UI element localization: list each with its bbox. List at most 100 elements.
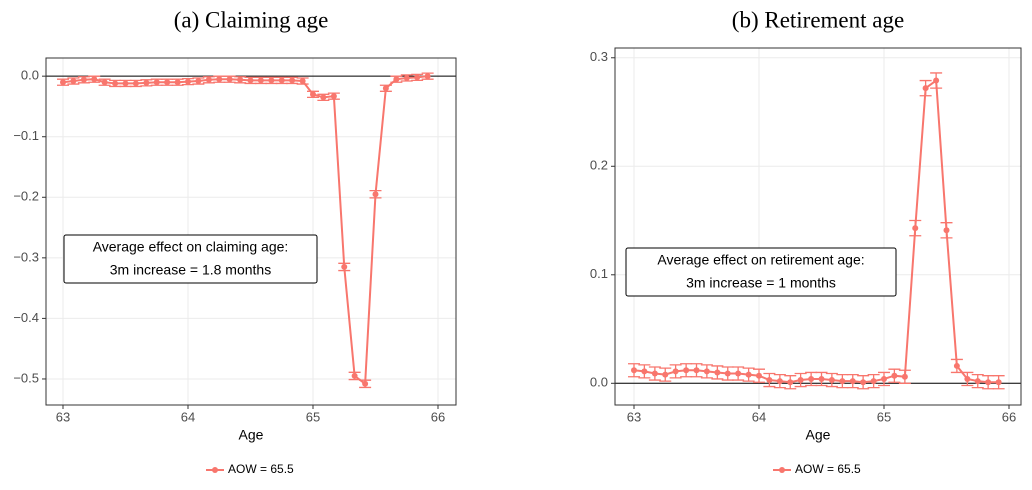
point — [995, 379, 1002, 386]
annotation-box — [63, 234, 318, 284]
point — [216, 76, 223, 83]
point — [164, 79, 171, 86]
x-tick-label: 63 — [627, 409, 641, 424]
point — [393, 76, 400, 83]
point — [714, 369, 721, 376]
point — [943, 227, 950, 234]
point — [964, 375, 971, 382]
point — [424, 73, 431, 80]
point — [330, 93, 337, 100]
point — [70, 78, 77, 85]
annotation-text: Average effect on claiming age: — [93, 239, 289, 255]
point — [247, 77, 254, 84]
annotation-text: 3m increase = 1 months — [686, 275, 836, 291]
y-tick-label: −0.1 — [13, 128, 39, 143]
point — [143, 79, 150, 86]
plot-border — [614, 47, 1022, 406]
point — [226, 76, 233, 83]
annotation-text: 3m increase = 1.8 months — [110, 262, 271, 278]
point — [766, 377, 773, 384]
point — [268, 77, 275, 84]
point — [631, 367, 637, 374]
point — [922, 85, 929, 92]
legend-swatch-point — [779, 467, 785, 473]
point — [870, 378, 877, 385]
x-tick-label: 65 — [877, 409, 891, 424]
point — [849, 378, 856, 385]
point — [237, 76, 244, 83]
chart-title: (a) Claiming age — [174, 7, 329, 32]
point — [703, 368, 710, 375]
legend-swatch-point — [212, 467, 218, 473]
y-tick-label: −0.2 — [13, 189, 39, 204]
point — [881, 375, 887, 382]
point — [132, 80, 139, 87]
point — [985, 379, 992, 386]
chart-title: (b) Retirement age — [732, 7, 904, 32]
point — [828, 377, 835, 384]
y-tick-label: −0.4 — [13, 310, 39, 325]
plot-border — [45, 57, 457, 406]
x-axis-label: Age — [806, 427, 831, 443]
point — [808, 375, 815, 382]
x-tick-label: 63 — [56, 409, 70, 424]
y-tick-label: 0.0 — [590, 375, 608, 390]
y-tick-label: 0.0 — [21, 68, 39, 83]
legend-label: AOW = 65.5 — [795, 462, 861, 476]
series-line — [62, 75, 428, 386]
annotation-text: Average effect on retirement age: — [657, 252, 864, 268]
x-tick-label: 64 — [752, 409, 766, 424]
point — [953, 362, 960, 369]
point — [724, 370, 731, 377]
y-tick-label: 0.3 — [590, 49, 608, 64]
point — [662, 371, 669, 378]
point — [299, 78, 306, 85]
point — [174, 79, 181, 86]
x-tick-label: 66 — [1002, 409, 1016, 424]
point — [153, 79, 160, 86]
annotation-box — [625, 247, 897, 297]
point — [776, 378, 783, 385]
point — [320, 94, 327, 101]
point — [818, 375, 825, 382]
point — [860, 379, 867, 386]
point — [60, 79, 66, 86]
point — [901, 373, 908, 380]
point — [351, 372, 358, 379]
point — [414, 74, 421, 81]
point — [735, 370, 742, 377]
point — [372, 191, 379, 198]
point — [641, 368, 648, 375]
y-tick-label: 0.1 — [590, 266, 608, 281]
point — [112, 80, 119, 87]
point — [745, 371, 752, 378]
point — [289, 77, 296, 84]
point — [693, 367, 700, 374]
point — [912, 225, 919, 232]
point — [651, 370, 658, 377]
y-tick-label: −0.5 — [13, 370, 39, 385]
x-axis-label: Age — [239, 427, 264, 443]
x-tick-label: 65 — [306, 409, 320, 424]
x-tick-label: 64 — [181, 409, 195, 424]
point — [403, 74, 410, 81]
point — [891, 372, 898, 379]
point — [205, 76, 212, 83]
x-tick-label: 66 — [431, 409, 445, 424]
point — [756, 372, 762, 379]
y-tick-label: −0.3 — [13, 249, 39, 264]
point — [257, 77, 264, 84]
point — [278, 77, 285, 84]
point — [839, 378, 846, 385]
point — [362, 380, 369, 387]
point — [797, 377, 804, 384]
point — [672, 368, 679, 375]
point — [933, 77, 940, 84]
point — [382, 85, 389, 92]
point — [101, 79, 108, 86]
point — [310, 91, 316, 98]
point — [80, 76, 87, 83]
point — [683, 367, 690, 374]
point — [91, 76, 98, 83]
